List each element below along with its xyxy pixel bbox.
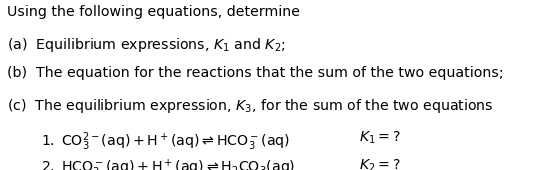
Text: $2.\;\mathrm{HCO_3^-(aq) + H^+(aq) \rightleftharpoons H_2CO_3(aq)}$: $2.\;\mathrm{HCO_3^-(aq) + H^+(aq) \righ…: [41, 158, 296, 170]
Text: (a)  Equilibrium expressions, $K_1$ and $K_2$;: (a) Equilibrium expressions, $K_1$ and $…: [7, 36, 285, 54]
Text: $K_2 = ?$: $K_2 = ?$: [359, 158, 401, 170]
Text: (c)  The equilibrium expression, $K_3$, for the sum of the two equations: (c) The equilibrium expression, $K_3$, f…: [7, 97, 493, 115]
Text: Using the following equations, determine: Using the following equations, determine: [7, 5, 300, 19]
Text: (b)  The equation for the reactions that the sum of the two equations;: (b) The equation for the reactions that …: [7, 66, 503, 80]
Text: $1.\;\mathrm{CO_3^{2-}(aq) + H^+(aq) \rightleftharpoons HCO_3^-(aq)}$: $1.\;\mathrm{CO_3^{2-}(aq) + H^+(aq) \ri…: [41, 130, 290, 153]
Text: $K_1 = ?$: $K_1 = ?$: [359, 130, 401, 146]
